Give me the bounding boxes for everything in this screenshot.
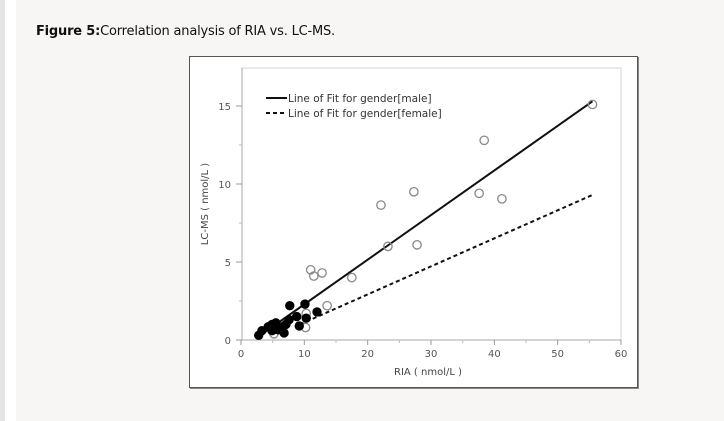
figure-caption: Figure 5:Correlation analysis of RIA vs.… xyxy=(36,24,335,39)
x-tick-label: 30 xyxy=(425,349,438,360)
fit-line-male xyxy=(257,100,594,338)
data-point-female xyxy=(294,321,304,331)
data-point-male xyxy=(308,271,319,281)
data-point-male xyxy=(346,272,357,283)
y-axis-title: LC-MS ( nmol/L ) xyxy=(200,163,211,245)
x-tick-label: 40 xyxy=(488,349,501,360)
legend-label-female: Line of Fit for gender[female] xyxy=(288,108,442,120)
data-point-female xyxy=(279,328,289,338)
x-tick-label: 10 xyxy=(298,349,311,360)
x-axis-title: RIA ( nmol/L ) xyxy=(394,367,462,378)
data-point-male xyxy=(497,193,507,204)
legend: Line of Fit for gender[male] Line of Fit… xyxy=(266,93,442,120)
y-tick-label: 10 xyxy=(218,180,231,191)
y-tick-label: 15 xyxy=(218,102,231,113)
data-point-female xyxy=(285,300,295,311)
x-tick-label: 50 xyxy=(551,349,564,360)
data-point-male xyxy=(322,300,332,311)
data-point-female xyxy=(312,307,322,317)
figure-caption-text: Correlation analysis of RIA vs. LC-MS. xyxy=(100,24,335,39)
data-point-male xyxy=(587,99,598,110)
data-point-male xyxy=(383,241,393,252)
y-tick-label: 0 xyxy=(225,336,231,347)
legend-label-male: Line of Fit for gender[male] xyxy=(288,93,432,105)
data-point-male xyxy=(409,186,419,197)
data-point-male xyxy=(474,188,484,199)
data-point-female xyxy=(292,311,302,322)
x-tick-label: 0 xyxy=(238,349,244,360)
x-tick-label: 60 xyxy=(615,349,628,360)
data-point-male xyxy=(317,268,327,278)
data-point-male xyxy=(479,135,490,146)
data-point-male xyxy=(412,239,422,250)
x-tick-label: 20 xyxy=(361,349,374,360)
fit-line-female xyxy=(299,194,593,326)
data-point-female xyxy=(300,299,310,309)
page-edge-stripe xyxy=(0,0,5,421)
data-point-male xyxy=(376,200,386,210)
data-point-female xyxy=(301,313,311,323)
page-margin xyxy=(5,0,16,421)
y-tick-label: 5 xyxy=(225,258,231,269)
figure-label: Figure 5: xyxy=(36,24,101,39)
